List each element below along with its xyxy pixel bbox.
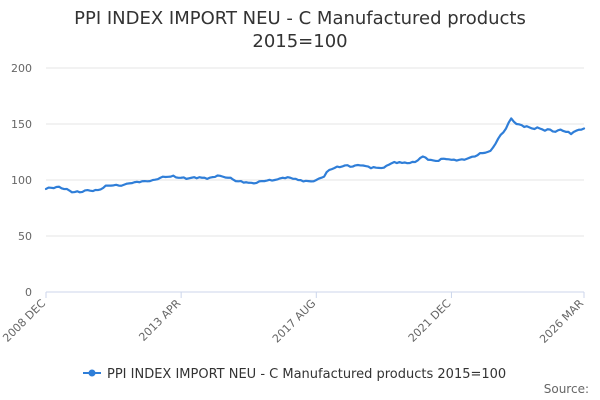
chart-title-line-2: 2015=100 bbox=[252, 31, 347, 52]
gridlines bbox=[46, 67, 584, 237]
legend-series-marker bbox=[88, 369, 96, 377]
y-axis-ticks: 0 50 100 150 200 bbox=[11, 62, 32, 299]
y-tick-label: 100 bbox=[11, 174, 32, 187]
chart-title-line-1: PPI INDEX IMPORT NEU - C Manufactured pr… bbox=[74, 8, 526, 29]
y-tick-label: 200 bbox=[11, 62, 32, 75]
x-tick-label: 2026 MAR bbox=[537, 297, 586, 346]
x-tick-label: 2021 DEC bbox=[406, 297, 454, 345]
y-tick-label: 0 bbox=[25, 286, 32, 299]
y-tick-label: 150 bbox=[11, 118, 32, 131]
legend[interactable]: PPI INDEX IMPORT NEU - C Manufactured pr… bbox=[83, 367, 506, 382]
y-tick-label: 50 bbox=[18, 230, 32, 243]
series-line bbox=[44, 117, 586, 194]
legend-series-label[interactable]: PPI INDEX IMPORT NEU - C Manufactured pr… bbox=[107, 367, 506, 382]
x-tick-label: 2017 AUG bbox=[270, 297, 319, 346]
series-layer bbox=[44, 117, 586, 194]
source-label: Source: bbox=[544, 382, 589, 396]
x-axis: 2008 DEC 2013 APR 2017 AUG 2021 DEC 2026 MAR bbox=[0, 291, 586, 346]
x-tick-label: 2013 APR bbox=[136, 297, 183, 344]
x-tick-label: 2008 DEC bbox=[0, 297, 48, 345]
